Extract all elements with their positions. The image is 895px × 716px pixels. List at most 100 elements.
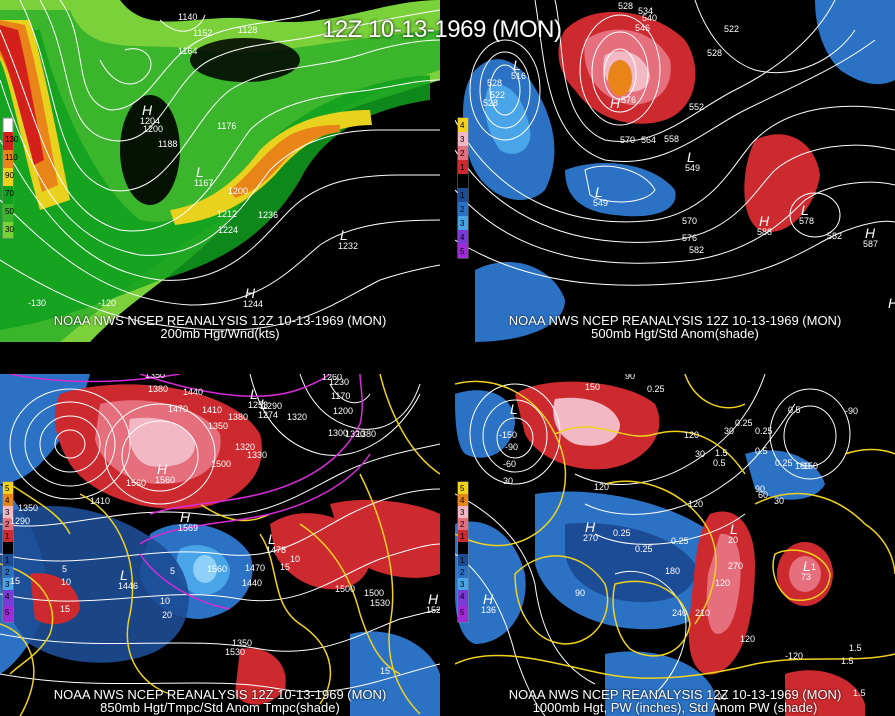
legend-value: 4 (5, 496, 10, 505)
contour-label: 576 (621, 95, 636, 105)
legend-value: 5 (5, 484, 10, 493)
contour-label: 90 (625, 374, 635, 381)
contour-label: 1.5 (853, 688, 866, 698)
contour-label: 534 (638, 6, 653, 16)
contour-label: -150 (499, 430, 517, 440)
contour-label: 1212 (217, 209, 237, 219)
legend-value: 1 (460, 556, 465, 565)
contour-label: 120 (740, 634, 755, 644)
contour-label: 558 (664, 134, 679, 144)
temperature-contours-850mb (0, 374, 440, 716)
legend-value: 1 (460, 163, 465, 172)
high-pressure-marker: H (585, 519, 596, 535)
contour-label: 570 (682, 216, 697, 226)
low-pressure-marker: L (513, 57, 521, 73)
wind-legend-labels: 130 110 90 70 50 30 (5, 135, 19, 234)
contour-label: 522 (490, 90, 505, 100)
legend-value: 4 (460, 592, 465, 601)
contour-label: 1380 (148, 384, 168, 394)
contour-label: 15 (60, 604, 70, 614)
high-pressure-marker: H (483, 591, 494, 607)
caption-field: 850mb Hgt/Tmpc/Std Anom Tmpc(shade) (100, 700, 340, 715)
legend-value: 2 (5, 520, 10, 529)
contour-label: -90 (505, 442, 518, 452)
pw-contours-1000mb (455, 374, 895, 679)
contour-label: 528 (618, 1, 633, 11)
contour-label: 90 (717, 692, 727, 702)
low-pressure-marker: L (595, 184, 603, 200)
contour-label: 240 (672, 608, 687, 618)
high-pressure-marker: H (865, 225, 876, 241)
anom-pos-north-light (553, 397, 620, 446)
center-value: 587 (863, 239, 878, 249)
contour-label: -150 (800, 461, 818, 471)
anom-pos-east (744, 134, 820, 232)
contour-label: 546 (635, 23, 650, 33)
contour-label: 1320 (235, 442, 255, 452)
legend-value: 2 (460, 568, 465, 577)
legend-value: 4 (460, 233, 465, 242)
caption-field: 500mb Hgt/Std Anom(shade) (591, 326, 759, 341)
contour-label: -130 (28, 298, 46, 308)
legend-value: 0 (460, 177, 465, 186)
legend-value: 3 (5, 580, 10, 589)
center-value: 1167 (194, 178, 213, 188)
contour-label: 5 (62, 564, 67, 574)
contour-label: 1500 (335, 584, 355, 594)
anom-neg-south (605, 651, 715, 716)
contour-label: -60 (503, 459, 516, 469)
contour-label: 150 (585, 382, 600, 392)
legend-value: 1 (460, 191, 465, 200)
center-value: 1204 (140, 116, 160, 126)
contour-label: 1530 (225, 647, 245, 657)
contour-label: 150 (795, 461, 810, 471)
contour-label: 1290 (262, 401, 282, 411)
contour-label: 270 (728, 561, 743, 571)
contour-label: 1350 (145, 374, 165, 380)
contour-label: 1290 (10, 516, 30, 526)
legend-value: 5 (460, 247, 465, 256)
contour-label: 1500 (364, 588, 384, 598)
contour-label: 1200 (228, 186, 248, 196)
legend-value: 130 (5, 135, 19, 144)
legend-value: 3 (460, 508, 465, 517)
contour-label: 15 (280, 562, 290, 572)
center-value: 1274 (258, 410, 278, 420)
contour-label: 1300 (328, 428, 348, 438)
legend-value: 70 (5, 189, 14, 198)
anom-legend-labels: 5 4 3 2 1 0 1 2 3 4 5 (460, 484, 465, 617)
contour-label: 15 (10, 576, 20, 586)
contour-label: 1350 (18, 503, 38, 513)
contour-label: 1164 (178, 46, 197, 56)
contour-label: 528 (707, 48, 722, 58)
high-pressure-marker: H (610, 95, 621, 111)
contour-label: 1410 (202, 405, 222, 415)
contour-label: 30 (695, 449, 705, 459)
center-value: 516 (511, 71, 526, 81)
legend-value: 4 (460, 121, 465, 130)
legend-value: 2 (460, 205, 465, 214)
contour-label: 90 (755, 484, 765, 494)
height-contours-1000mb (455, 374, 851, 716)
contour-label: 0.25 (735, 418, 753, 428)
low-pressure-marker: L (260, 396, 268, 412)
center-value: 270 (583, 533, 598, 543)
contour-label: 210 (695, 608, 710, 618)
contour-label: 528 (483, 98, 498, 108)
contour-label: -120 (98, 298, 116, 308)
high-pressure-marker: H (759, 213, 770, 229)
contour-label: 10 (160, 596, 170, 606)
height-contours-500mb (455, 0, 895, 286)
low-pressure-marker: L (730, 521, 738, 537)
anom-neg-sw (455, 521, 526, 644)
legend-value: 2 (5, 568, 10, 577)
contour-label: 1.5 (715, 448, 728, 458)
